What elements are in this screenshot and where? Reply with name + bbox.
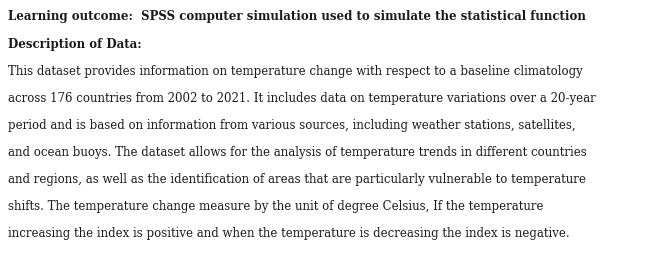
Text: Learning outcome:  SPSS computer simulation used to simulate the statistical fun: Learning outcome: SPSS computer simulati…: [8, 10, 586, 23]
Text: across 176 countries from 2002 to 2021. It includes data on temperature variatio: across 176 countries from 2002 to 2021. …: [8, 92, 596, 105]
Text: and ocean buoys. The dataset allows for the analysis of temperature trends in di: and ocean buoys. The dataset allows for …: [8, 146, 587, 159]
Text: Description of Data:: Description of Data:: [8, 38, 142, 51]
Text: shifts. The temperature change measure by the unit of degree Celsius, If the tem: shifts. The temperature change measure b…: [8, 200, 544, 213]
Text: increasing the index is positive and when the temperature is decreasing the inde: increasing the index is positive and whe…: [8, 227, 570, 240]
Text: and regions, as well as the identification of areas that are particularly vulner: and regions, as well as the identificati…: [8, 173, 586, 186]
Text: This dataset provides information on temperature change with respect to a baseli: This dataset provides information on tem…: [8, 65, 582, 78]
Text: period and is based on information from various sources, including weather stati: period and is based on information from …: [8, 119, 576, 132]
